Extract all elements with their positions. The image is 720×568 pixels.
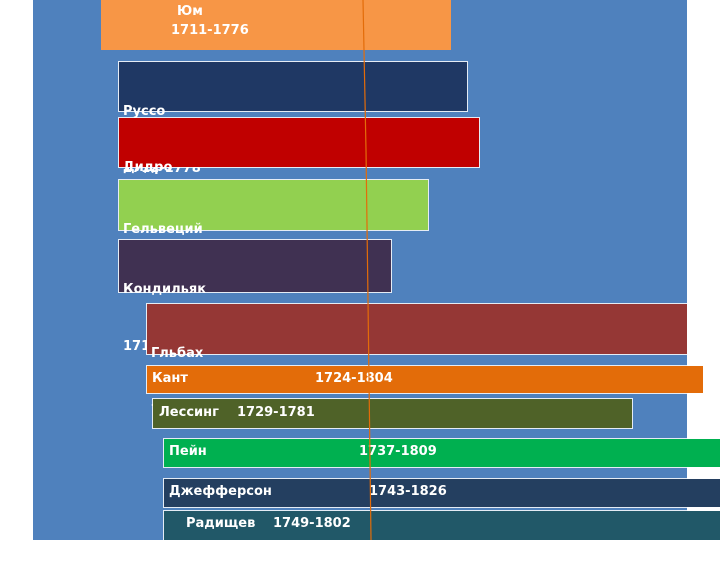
bar-radishchev-years: 1749-1802 bbox=[273, 516, 351, 531]
bar-kant-years: 1724-1804 bbox=[315, 371, 393, 386]
bar-diderot-name: Дидро bbox=[123, 160, 173, 175]
bar-paine-name: Пейн bbox=[169, 444, 207, 459]
bar-helvetius-name: Гельвеций bbox=[123, 222, 203, 237]
bar-radishchev: Радищев 1749-1802 bbox=[164, 511, 720, 540]
bar-rousseau: Руссо 1712-1778 bbox=[119, 62, 467, 176]
bar-helvetius: Гельвеций 1715-1771 bbox=[119, 180, 428, 294]
bar-yum-years: 1711-1776 bbox=[171, 23, 249, 38]
bar-lessing-name: Лессинг bbox=[159, 405, 219, 420]
bar-jefferson-name: Джефферсон bbox=[169, 484, 272, 499]
bar-jefferson-years: 1743-1826 bbox=[369, 484, 447, 499]
timeline-line bbox=[362, 0, 372, 540]
bar-yum: Юм 1711-1776 bbox=[101, 0, 451, 50]
bar-lessing: Лессинг 1729-1781 bbox=[153, 399, 632, 428]
bar-kant: Кант 1724-1804 bbox=[147, 366, 703, 393]
bar-lessing-years: 1729-1781 bbox=[237, 405, 315, 420]
bar-holbach-name: Гльбах bbox=[151, 346, 204, 361]
bar-radishchev-name: Радищев bbox=[186, 516, 256, 531]
bar-condillac-name: Кондильяк bbox=[123, 282, 207, 297]
bar-rousseau-name: Руссо bbox=[123, 104, 166, 119]
timeline-line-path bbox=[362, 0, 372, 540]
bar-yum-name: Юм bbox=[177, 4, 203, 19]
bar-paine: Пейн 1737-1809 bbox=[164, 439, 720, 467]
bar-paine-years: 1737-1809 bbox=[359, 444, 437, 459]
bar-condillac: Кондильяк 1715-1780 bbox=[119, 240, 391, 354]
bar-jefferson: Джефферсон 1743-1826 bbox=[164, 479, 720, 507]
bar-kant-name: Кант bbox=[152, 371, 188, 386]
